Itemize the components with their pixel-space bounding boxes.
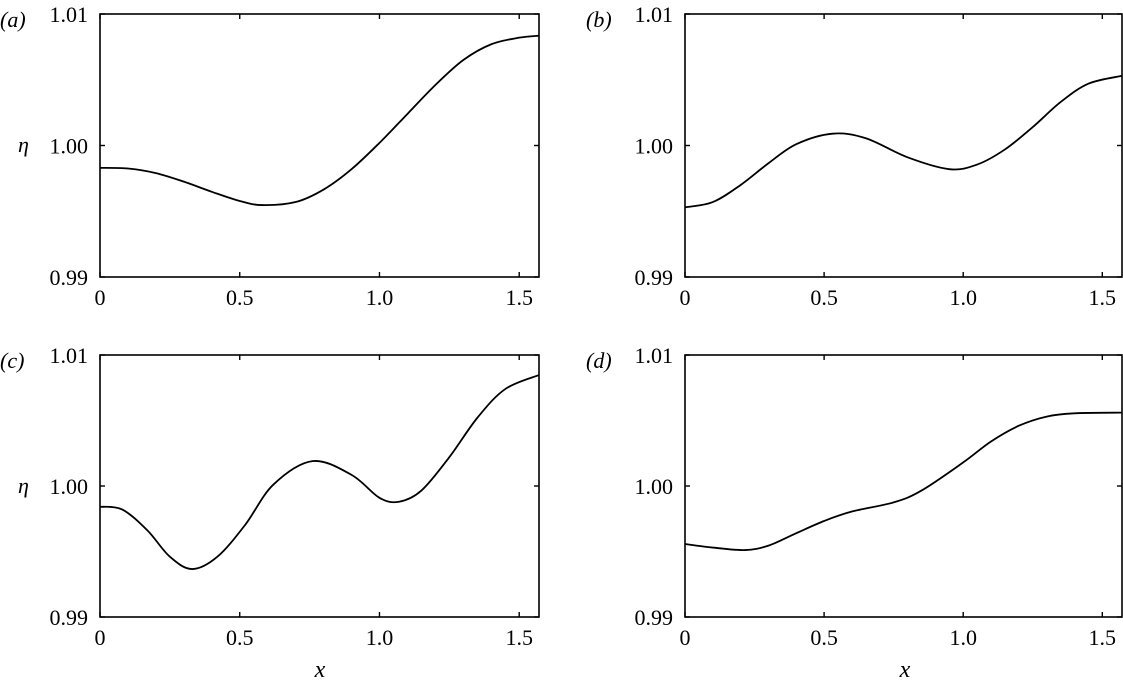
panel-label: (c) xyxy=(0,348,24,373)
y-axis-label: η xyxy=(18,132,29,157)
y-tick-label: 1.01 xyxy=(635,343,674,368)
y-tick-label: 1.00 xyxy=(50,134,89,159)
x-tick-label: 0.5 xyxy=(226,625,254,650)
x-axis-label: x xyxy=(314,657,326,683)
panel-label: (d) xyxy=(586,348,612,373)
x-tick-label: 0.5 xyxy=(226,285,254,310)
x-tick-label: 1.5 xyxy=(1089,285,1117,310)
panel-label: (b) xyxy=(586,7,612,32)
y-tick-label: 1.00 xyxy=(635,134,674,159)
plot-frame xyxy=(99,354,540,618)
x-tick-label: 1.0 xyxy=(949,625,977,650)
plot-frame xyxy=(684,13,1123,278)
panel-d: (d) x 0 0.5 1.0 1.5 0.99 1.00 1.01 xyxy=(586,343,1123,683)
x-tick-label: 1.0 xyxy=(366,625,394,650)
x-tick-label: 1.0 xyxy=(949,285,977,310)
panel-c: (c) η x 0 0.5 1.0 1.5 0.99 1.00 1.01 xyxy=(0,343,540,683)
y-tick-label: 1.01 xyxy=(635,2,674,27)
x-tick-label: 1.0 xyxy=(366,285,394,310)
x-tick-label: 0 xyxy=(680,625,691,650)
panel-b: (b) 0 0.5 1.0 1.5 0.99 1.00 1.01 xyxy=(586,2,1123,310)
y-axis-label: η xyxy=(18,473,29,498)
x-tick-label: 1.5 xyxy=(1089,625,1117,650)
x-tick-label: 0.5 xyxy=(810,625,838,650)
y-tick-label: 1.01 xyxy=(50,343,89,368)
x-tick-label: 0 xyxy=(95,285,106,310)
x-tick-label: 1.5 xyxy=(505,285,533,310)
x-tick-label: 0 xyxy=(95,625,106,650)
y-tick-label: 0.99 xyxy=(635,605,674,630)
data-curve xyxy=(684,74,1123,209)
data-curve xyxy=(99,374,540,570)
x-tick-label: 0.5 xyxy=(810,285,838,310)
y-tick-label: 1.01 xyxy=(50,2,89,27)
y-tick-label: 0.99 xyxy=(50,265,89,290)
y-tick-label: 0.99 xyxy=(50,605,89,630)
panel-label: (a) xyxy=(0,7,26,32)
x-axis-label: x xyxy=(899,657,911,683)
x-tick-label: 1.5 xyxy=(505,625,533,650)
data-curve xyxy=(99,34,540,206)
y-tick-label: 1.00 xyxy=(635,474,674,499)
plot-frame xyxy=(684,354,1123,618)
panel-a: (a) η 0 0.5 1.0 1.5 0.99 1.00 1.01 xyxy=(0,2,540,310)
data-curve xyxy=(684,411,1123,551)
x-tick-label: 0 xyxy=(680,285,691,310)
y-tick-label: 0.99 xyxy=(635,265,674,290)
y-tick-label: 1.00 xyxy=(50,474,89,499)
